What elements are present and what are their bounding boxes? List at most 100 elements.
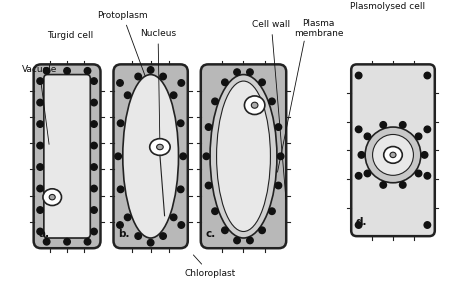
Circle shape (205, 182, 212, 189)
Circle shape (117, 222, 123, 228)
Circle shape (160, 73, 166, 80)
Circle shape (356, 72, 362, 79)
Circle shape (205, 124, 212, 130)
Ellipse shape (210, 75, 277, 238)
Ellipse shape (251, 102, 258, 108)
Circle shape (124, 92, 131, 99)
Circle shape (44, 238, 50, 245)
Circle shape (91, 78, 97, 84)
Circle shape (91, 228, 97, 235)
Circle shape (234, 69, 240, 75)
Circle shape (117, 80, 123, 86)
Circle shape (124, 214, 131, 221)
Circle shape (84, 68, 91, 74)
Circle shape (37, 164, 44, 170)
Circle shape (275, 182, 282, 189)
Circle shape (177, 120, 184, 126)
Circle shape (380, 122, 386, 128)
Circle shape (421, 152, 428, 158)
Circle shape (64, 238, 70, 245)
Ellipse shape (245, 96, 265, 115)
Circle shape (269, 208, 275, 215)
Circle shape (380, 182, 386, 188)
Ellipse shape (123, 75, 179, 238)
Circle shape (222, 227, 228, 233)
Circle shape (269, 98, 275, 105)
Circle shape (178, 222, 184, 228)
Text: Turgid cell: Turgid cell (47, 31, 93, 40)
Circle shape (37, 99, 44, 106)
Text: Cell wall: Cell wall (252, 20, 291, 200)
Ellipse shape (390, 152, 396, 158)
Circle shape (356, 173, 362, 179)
FancyBboxPatch shape (351, 64, 435, 236)
Text: Plasma
membrane: Plasma membrane (293, 19, 343, 38)
Circle shape (37, 228, 44, 235)
Circle shape (135, 73, 141, 80)
Circle shape (246, 69, 253, 75)
Circle shape (91, 164, 97, 170)
Circle shape (424, 126, 430, 133)
Circle shape (259, 79, 265, 86)
Text: Protoplasm: Protoplasm (98, 11, 148, 76)
Circle shape (37, 207, 44, 213)
Circle shape (170, 214, 177, 221)
Circle shape (222, 79, 228, 86)
Ellipse shape (150, 139, 170, 155)
Circle shape (44, 68, 50, 74)
Circle shape (91, 99, 97, 106)
Circle shape (400, 182, 406, 188)
Circle shape (170, 92, 177, 99)
Circle shape (135, 233, 141, 239)
Circle shape (415, 170, 422, 177)
Circle shape (234, 237, 240, 244)
Circle shape (424, 222, 430, 228)
Circle shape (358, 152, 365, 158)
Circle shape (275, 124, 282, 130)
Circle shape (356, 222, 362, 228)
Text: a.: a. (38, 229, 49, 239)
Text: Plasmolysed cell: Plasmolysed cell (350, 1, 426, 10)
Circle shape (277, 153, 284, 160)
Text: Nucleus: Nucleus (140, 29, 176, 144)
Circle shape (177, 186, 184, 193)
Circle shape (118, 120, 124, 126)
Circle shape (364, 170, 371, 177)
Circle shape (91, 142, 97, 149)
Circle shape (84, 238, 91, 245)
Circle shape (364, 133, 371, 139)
Ellipse shape (373, 135, 413, 175)
FancyBboxPatch shape (34, 64, 100, 248)
Circle shape (91, 185, 97, 192)
FancyBboxPatch shape (44, 75, 90, 238)
Circle shape (400, 122, 406, 128)
FancyBboxPatch shape (201, 64, 286, 248)
FancyBboxPatch shape (113, 64, 188, 248)
Circle shape (147, 67, 154, 73)
Ellipse shape (49, 194, 55, 200)
Circle shape (118, 186, 124, 193)
Circle shape (212, 98, 219, 105)
Circle shape (246, 237, 253, 244)
Text: Vacuole: Vacuole (22, 65, 57, 144)
Circle shape (37, 121, 44, 127)
Circle shape (424, 173, 430, 179)
Circle shape (37, 142, 44, 149)
Ellipse shape (43, 189, 62, 206)
Circle shape (37, 78, 44, 84)
Circle shape (259, 227, 265, 233)
Ellipse shape (156, 144, 163, 150)
Text: d.: d. (356, 217, 367, 227)
Circle shape (147, 240, 154, 246)
Circle shape (356, 126, 362, 133)
Ellipse shape (384, 146, 402, 163)
Circle shape (160, 233, 166, 239)
Circle shape (203, 153, 210, 160)
Circle shape (180, 153, 186, 160)
Text: b.: b. (118, 229, 130, 239)
Circle shape (415, 133, 422, 139)
Ellipse shape (365, 127, 421, 183)
Circle shape (424, 72, 430, 79)
Circle shape (91, 207, 97, 213)
Circle shape (178, 80, 184, 86)
